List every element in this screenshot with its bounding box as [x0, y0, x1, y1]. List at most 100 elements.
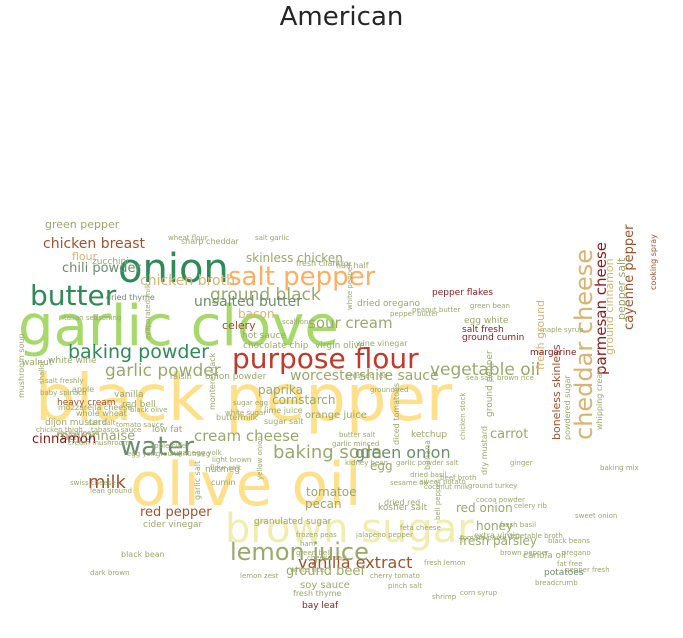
- cloud-word: frozen peas: [296, 531, 337, 539]
- cloud-word: brown rice: [497, 374, 534, 382]
- cloud-word: onion powder: [205, 372, 267, 382]
- cloud-word: unsalted butter: [194, 294, 302, 310]
- cloud-word: tabasco sauce: [91, 426, 141, 434]
- cloud-word: evaporated milk: [144, 282, 152, 340]
- cloud-word: green bell: [296, 549, 331, 557]
- cloud-word: half half: [336, 261, 369, 270]
- cloud-word: fresh lemon: [424, 559, 466, 567]
- cloud-word: ground beef: [286, 564, 365, 579]
- cloud-word: pecan: [305, 497, 342, 511]
- cloud-word: garlic salt: [193, 461, 202, 500]
- cloud-word: maple syrup: [540, 326, 584, 334]
- cloud-word: green onion: [355, 443, 451, 462]
- cloud-word: apple: [72, 385, 94, 394]
- cloud-word: egg white: [464, 316, 509, 326]
- cloud-word: ground black: [210, 285, 321, 305]
- cloud-word: wheat flour: [168, 234, 208, 242]
- cloud-word: cider vinegar: [143, 520, 203, 530]
- cloud-word: sea salt: [466, 374, 493, 382]
- cloud-word: nutmeg: [205, 465, 240, 475]
- cloud-word: salt pepper: [228, 262, 376, 292]
- cloud-word: paprika: [258, 383, 303, 397]
- cloud-word: garlic minced: [332, 440, 379, 448]
- cloud-word: dark brown: [90, 569, 130, 577]
- cloud-word: salt freshly: [45, 377, 84, 385]
- cloud-word: chicken broth: [140, 273, 235, 289]
- cloud-word: light brown: [212, 456, 251, 464]
- cloud-word: orange juice: [305, 410, 367, 421]
- cloud-word: cocoa powder: [476, 496, 525, 504]
- cloud-word: wine vinegar: [356, 339, 408, 348]
- cloud-word: cream cheese: [194, 427, 299, 445]
- cloud-word: vanilla extract: [298, 553, 412, 572]
- cloud-word: bacon: [238, 307, 275, 321]
- cloud-word: hot sauce: [242, 331, 286, 341]
- cloud-word: scallion: [282, 318, 308, 326]
- cloud-word: cheese salt: [307, 554, 347, 562]
- cloud-word: vegetable broth: [507, 532, 563, 540]
- cloud-word: mozzarella cheese: [58, 403, 132, 412]
- cloud-word: carrot: [490, 427, 528, 442]
- cloud-word: whole wheat: [76, 409, 127, 418]
- cloud-word: potatoes: [544, 568, 584, 578]
- cloud-word: fresh ground: [534, 300, 547, 370]
- cloud-word: black bean: [121, 550, 165, 559]
- cloud-word: red pepper: [140, 505, 212, 520]
- cloud-word: pepper butter: [390, 310, 439, 318]
- cloud-word: sharp cheddar: [181, 237, 240, 246]
- cloud-word: vegetable oil: [430, 360, 540, 380]
- cloud-word: sweet onion: [575, 512, 617, 520]
- cloud-word: garlic powder: [105, 361, 221, 381]
- cloud-word: baking mix: [600, 464, 639, 472]
- cloud-word: white sugar: [225, 409, 266, 417]
- cloud-word: water: [120, 432, 194, 462]
- cloud-word: sweet potato: [420, 478, 466, 486]
- cloud-word: heavy cream: [57, 398, 116, 408]
- cloud-word: baking soda: [273, 442, 382, 463]
- cloud-word: chicken breast: [43, 236, 146, 252]
- cloud-word: egg: [370, 459, 393, 473]
- cloud-word: brown pepper: [500, 549, 549, 557]
- cloud-word: sour cream: [308, 314, 393, 332]
- cloud-word: pepper salt: [615, 257, 628, 320]
- cloud-word: brown sugar: [225, 506, 474, 552]
- cloud-word: dried thyme: [106, 293, 155, 302]
- cloud-word: coconut milk: [424, 483, 470, 491]
- cloud-word: honey: [476, 519, 513, 533]
- cloud-word: milk: [88, 472, 127, 493]
- cloud-word: dijon mustard: [45, 418, 107, 428]
- cloud-word: swiss cheese: [70, 479, 116, 487]
- cloud-word: cream mushroom: [68, 439, 130, 447]
- cloud-word: worcestershire sauce: [290, 368, 439, 384]
- cloud-word: tomatoe: [306, 485, 357, 499]
- cloud-word: sesame oil: [390, 479, 427, 487]
- cloud-word: boneless skinless: [550, 344, 563, 440]
- cloud-word: chocolate chip: [243, 341, 309, 351]
- cloud-word: tomato sauce: [116, 421, 164, 429]
- cloud-word: ground cinnamon: [603, 258, 616, 355]
- cloud-word: shrimp: [432, 593, 457, 601]
- cloud-word: ketchup: [411, 430, 447, 440]
- cloud-word: fresh thyme: [293, 589, 341, 598]
- cloud-word: tomato paste: [460, 534, 507, 542]
- cloud-word: white rice: [290, 566, 324, 574]
- cloud-word: white pepper: [346, 264, 354, 310]
- cloud-word: apple cider: [150, 442, 189, 450]
- cloud-word: walnut: [22, 358, 53, 368]
- chart-title: American: [279, 2, 404, 32]
- cloud-word: mayonnaise: [56, 429, 135, 444]
- cloud-word: breadcrumb: [535, 579, 578, 587]
- cloud-word: extra virgin: [474, 531, 520, 540]
- cloud-word: cumin: [211, 478, 236, 487]
- cloud-word: beef broth: [440, 474, 476, 482]
- cloud-word: chicken thigh: [36, 426, 83, 434]
- cloud-word: onion: [118, 246, 229, 292]
- cloud-word: skinless chicken: [246, 251, 343, 265]
- cloud-word: chicken stock: [459, 392, 467, 440]
- cloud-word: whipping cream: [595, 366, 604, 430]
- cloud-word: fresh cilantro: [296, 259, 349, 268]
- cloud-word: dried red: [384, 498, 420, 507]
- cloud-word: purpose flour: [232, 342, 419, 375]
- cloud-word: jalapeno pepper: [355, 531, 413, 539]
- cloud-word: egg yolk: [127, 450, 158, 458]
